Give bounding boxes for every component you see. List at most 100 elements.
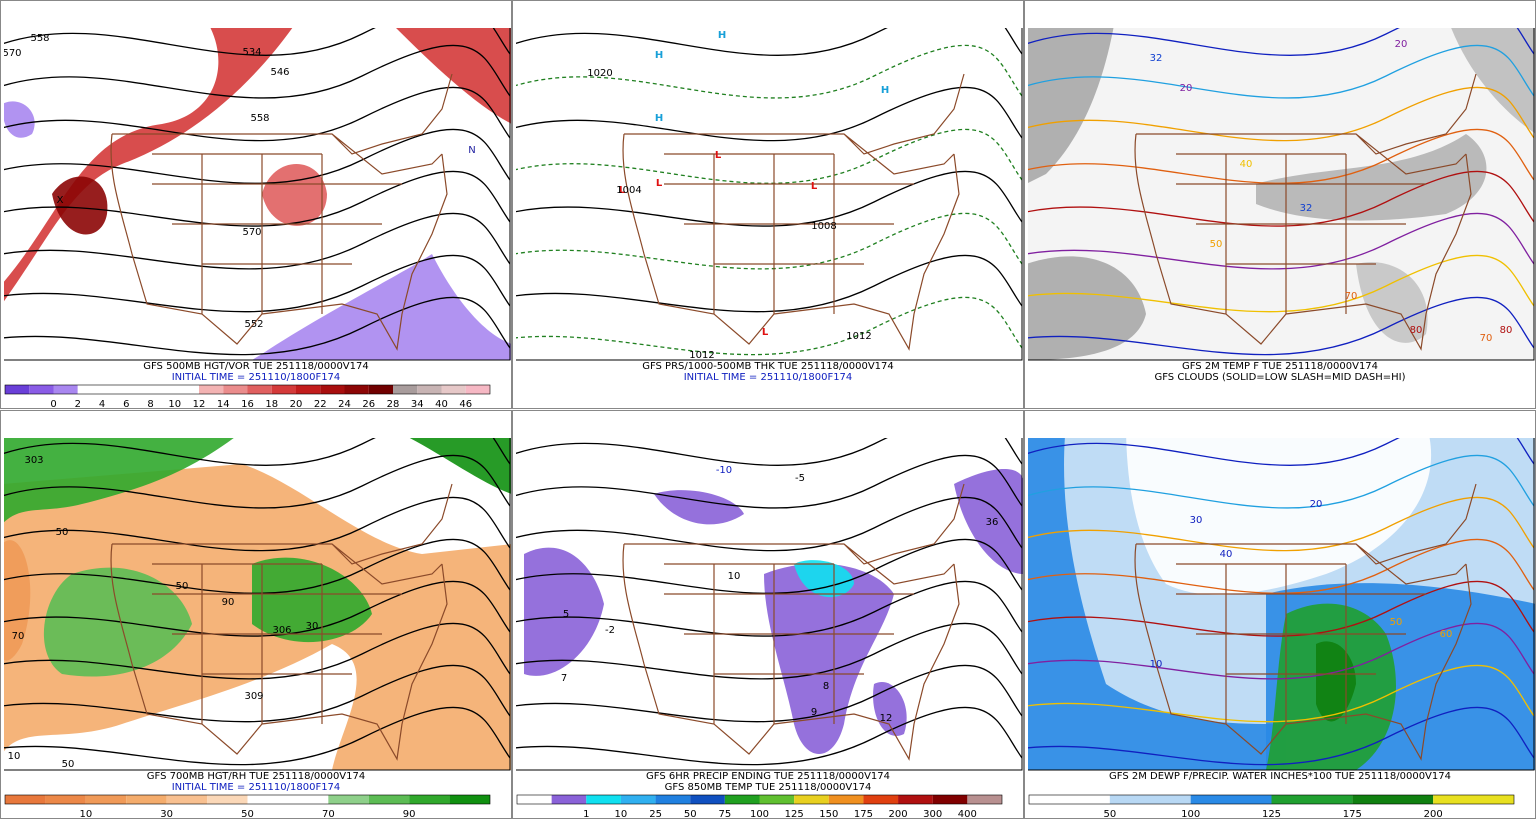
colorbar-label: 70 bbox=[322, 809, 335, 819]
colorbar-label: 100 bbox=[750, 809, 769, 819]
colorbar-label: 100 bbox=[1181, 809, 1200, 819]
colorbar-label: 30 bbox=[160, 809, 173, 819]
map-label: 552 bbox=[244, 319, 263, 330]
contour bbox=[1028, 212, 1535, 270]
colorbar-swatch bbox=[759, 795, 795, 804]
map-label: 10 bbox=[728, 571, 741, 582]
map-label: 70 bbox=[12, 631, 25, 642]
contour bbox=[4, 170, 511, 227]
borders bbox=[622, 73, 965, 351]
field-shading bbox=[1028, 256, 1146, 360]
colorbar-swatch bbox=[5, 385, 30, 394]
contour bbox=[516, 28, 1023, 56]
field-shading bbox=[1028, 28, 1114, 183]
colorbar-swatch bbox=[441, 385, 466, 394]
field-shading bbox=[1256, 134, 1487, 221]
caption: GFS 850MB TEMP TUE 251118/0000V174 bbox=[665, 782, 872, 793]
contour bbox=[4, 664, 511, 723]
contour bbox=[1028, 496, 1535, 552]
panel-frame bbox=[0, 0, 512, 409]
colorbar-swatch bbox=[150, 385, 175, 394]
colorbar-swatch bbox=[320, 385, 345, 394]
map-frame bbox=[4, 438, 511, 771]
colorbar-swatch bbox=[1029, 795, 1110, 804]
field-shading bbox=[396, 28, 512, 124]
field-shading bbox=[4, 101, 35, 138]
colorbar-label: 34 bbox=[411, 399, 424, 410]
contour bbox=[516, 664, 1023, 723]
map-frame bbox=[516, 28, 1023, 361]
map-frame bbox=[1028, 438, 1535, 771]
contour bbox=[4, 622, 511, 680]
colorbar-label: 200 bbox=[1424, 809, 1443, 819]
contour bbox=[4, 254, 511, 313]
panel: -10 10 5 7 8 9 12 36 -5 -2 GFS 6HR PRECIP ENDING T… bbox=[512, 410, 1024, 819]
colorbar-frame bbox=[516, 794, 1003, 805]
colorbar-label: 12 bbox=[193, 399, 206, 410]
contour bbox=[1028, 28, 1535, 56]
colorbar-swatch bbox=[690, 795, 725, 804]
map-label: H bbox=[655, 50, 663, 61]
borders bbox=[1134, 483, 1477, 761]
colorbar-swatch bbox=[296, 385, 321, 394]
contour bbox=[516, 438, 1023, 466]
colorbar-label: 28 bbox=[387, 399, 400, 410]
map-label: 5 bbox=[563, 609, 569, 620]
colorbar-label: 25 bbox=[649, 809, 662, 819]
contour bbox=[516, 212, 1023, 270]
map-label: -2 bbox=[605, 625, 615, 636]
colorbar-label: 125 bbox=[1262, 809, 1281, 819]
caption: GFS 6HR PRECIP ENDING TUE 251118/0000V17… bbox=[646, 771, 890, 782]
colorbar-swatch bbox=[368, 795, 410, 804]
colorbar-label: 40 bbox=[435, 399, 448, 410]
colorbar-label: 6 bbox=[123, 399, 129, 410]
colorbar-label: 46 bbox=[459, 399, 472, 410]
colorbar-label: 16 bbox=[241, 399, 254, 410]
colorbar-swatch bbox=[1433, 795, 1514, 804]
field-shading bbox=[4, 438, 234, 523]
borders bbox=[110, 73, 453, 351]
map-label: 40 bbox=[1220, 549, 1233, 560]
panel: 570558534546558570552NNXGFS 500MB HGT/VO… bbox=[0, 0, 512, 410]
map-label: L bbox=[619, 185, 626, 196]
map-frame bbox=[516, 438, 1023, 771]
colorbar-swatch bbox=[409, 795, 450, 804]
caption: INITIAL TIME = 251110/1800F174 bbox=[172, 782, 341, 793]
colorbar-swatch bbox=[85, 795, 127, 804]
map-label: 80 bbox=[1410, 325, 1423, 336]
colorbar-swatch bbox=[517, 795, 552, 804]
map-label: 10 bbox=[1150, 659, 1163, 670]
map-label: 90 bbox=[222, 597, 235, 608]
colorbar-label: 125 bbox=[785, 809, 804, 819]
map-label: L bbox=[656, 178, 663, 189]
caption: GFS 2M DEWP F/PRECIP. WATER INCHES*100 T… bbox=[1109, 771, 1451, 782]
map-label: 1012 bbox=[689, 350, 714, 361]
colorbar-label: 24 bbox=[338, 399, 351, 410]
colorbar-swatch bbox=[247, 795, 288, 804]
map-label: 303 bbox=[24, 455, 43, 466]
colorbar-label: 8 bbox=[147, 399, 153, 410]
contour bbox=[1028, 706, 1535, 766]
colorbar-swatch bbox=[967, 795, 1002, 804]
contour bbox=[1028, 454, 1535, 509]
colorbar-label: 2 bbox=[75, 399, 81, 410]
contour bbox=[4, 706, 511, 766]
caption: INITIAL TIME = 251110/1800F174 bbox=[684, 372, 853, 383]
contour bbox=[1028, 128, 1535, 184]
map-label: 306 bbox=[272, 625, 291, 636]
colorbar-swatch bbox=[1190, 795, 1272, 804]
contour bbox=[4, 538, 511, 594]
borders bbox=[1134, 73, 1477, 351]
colorbar-label: 1 bbox=[583, 809, 589, 819]
colorbar-frame bbox=[4, 794, 491, 805]
colorbar-label: 50 bbox=[684, 809, 697, 819]
colorbar-swatch bbox=[5, 795, 46, 804]
map-label: N bbox=[468, 145, 475, 156]
map-label: L bbox=[811, 181, 818, 192]
map-label: 9 bbox=[811, 707, 817, 718]
contour bbox=[516, 254, 1023, 313]
map-label: -5 bbox=[795, 473, 805, 484]
colorbar-label: 175 bbox=[854, 809, 873, 819]
colorbar-swatch bbox=[126, 795, 167, 804]
